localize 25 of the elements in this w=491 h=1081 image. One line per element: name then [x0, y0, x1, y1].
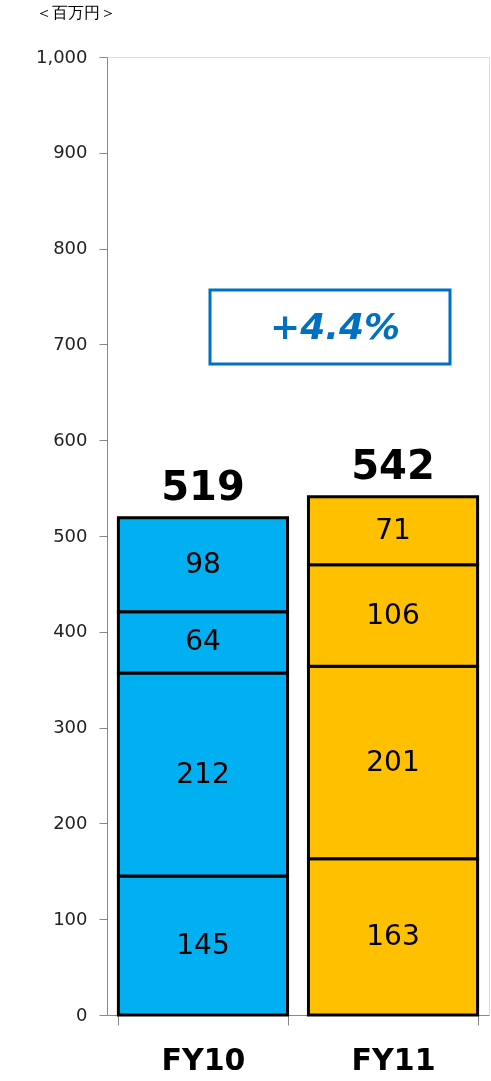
- data-label: 106: [366, 597, 420, 631]
- data-label: 64: [185, 624, 221, 658]
- y-tick-label: 1,000: [35, 45, 88, 67]
- y-tick-label: 700: [53, 332, 88, 354]
- x-tick-label: FY11: [351, 1041, 436, 1077]
- y-tick-label: 300: [53, 716, 88, 738]
- data-label: 98: [185, 546, 221, 580]
- y-tick-label: 800: [53, 237, 88, 259]
- y-tick-label: 900: [53, 141, 88, 163]
- y-tick-label: 500: [53, 524, 88, 546]
- data-label: 163: [366, 918, 420, 952]
- y-tick-label: 0: [76, 1003, 88, 1025]
- y-tick-label: 100: [53, 907, 88, 929]
- data-label: 71: [375, 512, 411, 546]
- y-tick-label: 600: [53, 428, 88, 450]
- data-label: 212: [176, 756, 230, 790]
- data-label: 145: [176, 927, 230, 961]
- total-label: 542: [351, 441, 435, 488]
- x-tick-label: FY10: [161, 1041, 246, 1077]
- total-label: 519: [161, 462, 245, 509]
- data-label: 201: [366, 744, 420, 778]
- y-tick-label: 400: [53, 620, 88, 642]
- y-axis-title: ＜百万円＞: [35, 2, 116, 22]
- y-tick-label: 200: [53, 811, 88, 833]
- annotation: +4.4%: [269, 306, 401, 347]
